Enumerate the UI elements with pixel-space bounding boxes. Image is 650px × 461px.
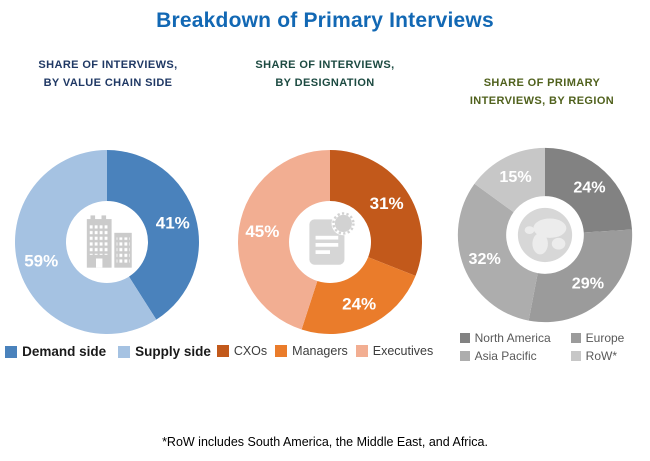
legend-label: Europe <box>585 331 625 345</box>
footnote: *RoW includes South America, the Middle … <box>162 435 488 449</box>
legend-item-north-america: North America <box>459 331 551 345</box>
chart-title-line: SHARE OF PRIMARY <box>483 77 601 89</box>
segment-percent-label: 41% <box>156 213 190 232</box>
chart-title-designation: SHARE OF INTERVIEWS, BY DESIGNATION <box>217 56 433 92</box>
donut-chart-region: 24% 29% 32% 15% <box>455 145 635 325</box>
legend-item-row: RoW* <box>570 349 625 363</box>
donut-segment <box>545 147 632 233</box>
legend-item-asia-pacific: Asia Pacific <box>459 349 551 363</box>
chart-title-line: BY DESIGNATION <box>275 77 375 90</box>
legend-swatch <box>216 345 229 357</box>
legend-region: North America Europe Asia Pacific RoW* <box>434 331 650 363</box>
segment-percent-label: 15% <box>499 168 531 186</box>
donut-chart-designation: 31% 24% 45% <box>235 147 425 337</box>
legend-item-demand-side: Demand side <box>5 344 106 359</box>
legend-swatch <box>459 351 470 361</box>
segment-percent-label: 32% <box>469 250 501 268</box>
donut-svg-region: 24% 29% 32% 15% <box>457 147 633 323</box>
chart-title-line: SHARE OF INTERVIEWS, <box>255 59 395 71</box>
legend-swatch <box>275 345 288 357</box>
legend-label: North America <box>474 331 551 345</box>
legend-swatch <box>355 345 368 357</box>
legend-swatch <box>118 345 131 358</box>
donut-segment <box>528 229 633 323</box>
legend-label: RoW* <box>585 349 617 363</box>
section-designation: SHARE OF INTERVIEWS, BY DESIGNATION <box>217 56 433 92</box>
chart-title-line: INTERVIEWS, BY REGION <box>469 95 615 108</box>
chart-title-line: SHARE OF INTERVIEWS, <box>38 59 178 71</box>
legend-designation: CXOs Managers Executives <box>216 344 434 358</box>
page-title: Breakdown of Primary Interviews <box>156 9 494 32</box>
legend-label: CXOs <box>233 344 268 358</box>
donut-segment <box>301 257 416 334</box>
legend-value-chain: Demand side Supply side <box>0 344 216 359</box>
legend-label: Managers <box>292 344 348 358</box>
legend-item-managers: Managers <box>275 344 348 358</box>
chart-title-line: BY VALUE CHAIN SIDE <box>43 77 173 90</box>
segment-percent-label: 24% <box>342 294 376 313</box>
legend-label: Asia Pacific <box>474 349 537 363</box>
legend-item-cxos: CXOs <box>216 344 268 358</box>
donut-segment <box>14 150 157 334</box>
legend-item-executives: Executives <box>355 344 434 358</box>
legend-swatch <box>5 345 18 358</box>
donut-segment <box>107 150 199 320</box>
donut-segment <box>474 147 545 213</box>
segment-percent-label: 31% <box>370 194 404 213</box>
segment-percent-label: 29% <box>572 275 604 293</box>
section-value-chain: SHARE OF INTERVIEWS, BY VALUE CHAIN SIDE <box>0 56 216 92</box>
segment-percent-label: 45% <box>245 222 279 241</box>
legend-label: Executives <box>372 344 434 358</box>
chart-title-value-chain: SHARE OF INTERVIEWS, BY VALUE CHAIN SIDE <box>0 56 216 92</box>
legend-swatch <box>570 351 581 361</box>
donut-segment <box>457 183 538 321</box>
chart-title-region: SHARE OF PRIMARY INTERVIEWS, BY REGION <box>434 74 650 110</box>
legend-label: Demand side <box>22 344 107 359</box>
legend-swatch <box>459 333 470 343</box>
legend-item-supply-side: Supply side <box>118 344 211 359</box>
donut-segment <box>238 150 330 330</box>
segment-percent-label: 24% <box>573 179 605 197</box>
segment-percent-label: 59% <box>24 252 58 271</box>
donut-segment <box>330 150 422 276</box>
section-region: SHARE OF PRIMARY INTERVIEWS, BY REGION <box>434 56 650 110</box>
legend-swatch <box>570 333 581 343</box>
donut-chart-value-chain: 41% 59% <box>12 147 202 337</box>
donut-svg-designation: 31% 24% 45% <box>238 150 422 334</box>
legend-label: Supply side <box>135 344 211 359</box>
donut-svg-value-chain: 41% 59% <box>14 150 199 334</box>
legend-item-europe: Europe <box>570 331 625 345</box>
